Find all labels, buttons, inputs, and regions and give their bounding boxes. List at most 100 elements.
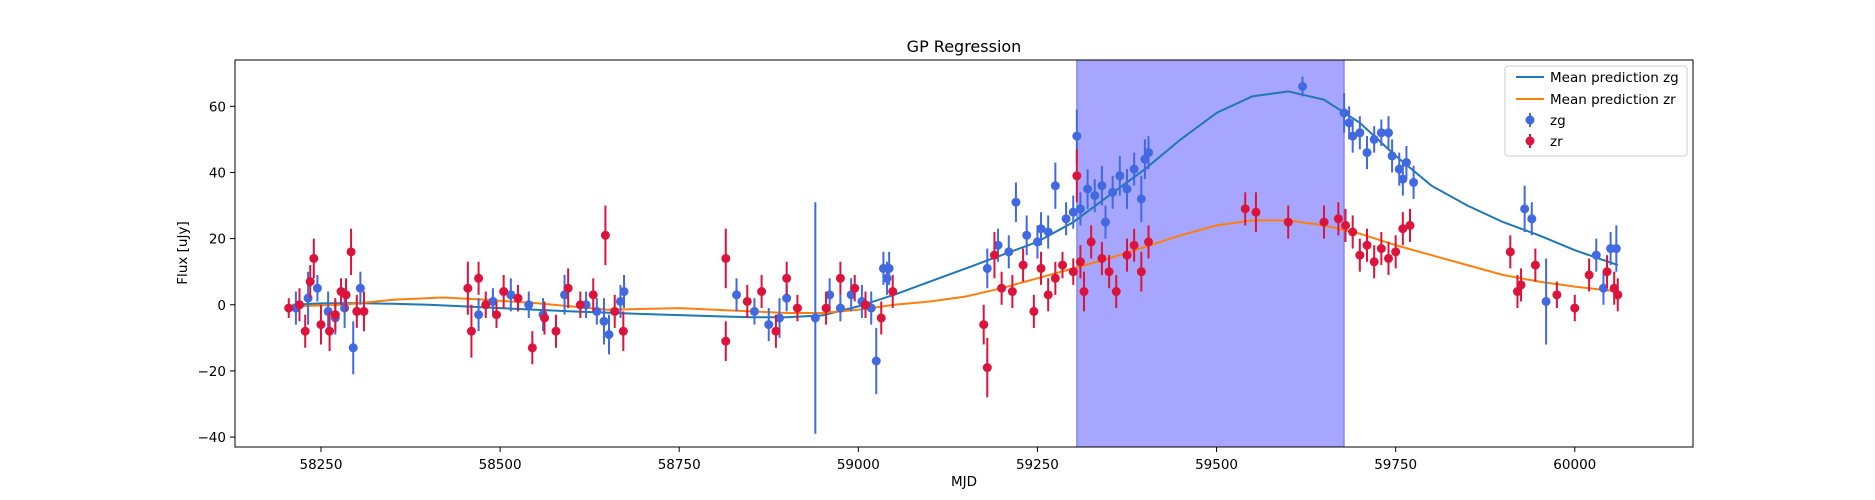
x-tick-label: 59250 (1016, 457, 1059, 473)
data-point-zr (325, 311, 335, 352)
legend-label-zg: zg (1550, 113, 1566, 129)
data-point-zr (757, 275, 767, 309)
marker-zg (1384, 128, 1394, 138)
y-axis-label: Flux [uJy] (175, 221, 191, 284)
marker-zg (506, 290, 516, 300)
data-point-zg (1050, 162, 1060, 209)
marker-zr (540, 313, 550, 323)
marker-zr (1355, 250, 1365, 260)
marker-zg (355, 283, 365, 293)
marker-zg (1409, 177, 1419, 187)
data-point-zr (1079, 271, 1089, 312)
data-point-zr (979, 304, 989, 345)
data-point-zr (1505, 235, 1515, 269)
marker-zr (821, 303, 831, 313)
marker-zr (1333, 214, 1343, 224)
marker-zg (303, 293, 313, 303)
marker-zg (1068, 207, 1078, 217)
marker-zr (1341, 220, 1351, 230)
data-point-zr (513, 284, 523, 312)
marker-zg (340, 303, 350, 313)
data-point-zg (592, 298, 602, 325)
data-point-zr (982, 337, 992, 398)
marker-zr (1240, 204, 1250, 214)
marker-zg (1591, 250, 1601, 260)
data-point-zr (1512, 275, 1522, 309)
marker-zg (1401, 158, 1411, 168)
data-point-zg (764, 308, 774, 342)
data-point-zr (463, 261, 473, 315)
marker-zg (1122, 184, 1132, 194)
marker-zr (982, 363, 992, 373)
marker-zg (1097, 181, 1107, 191)
data-point-zg (488, 288, 498, 315)
marker-zr (618, 326, 628, 336)
marker-zg (810, 313, 820, 323)
data-point-zg (1022, 215, 1032, 256)
marker-zg (1136, 194, 1146, 204)
marker-zr (860, 300, 870, 310)
data-point-zg (810, 202, 820, 434)
data-point-zr (1362, 228, 1372, 262)
data-point-zr (850, 275, 860, 302)
data-point-zr (1111, 275, 1121, 309)
data-point-zr (1602, 255, 1612, 289)
marker-zr (721, 336, 731, 346)
marker-zr (294, 300, 304, 310)
series-zg (291, 76, 1621, 434)
marker-zg (1541, 296, 1551, 306)
marker-zr (284, 303, 294, 313)
marker-zg (1376, 128, 1386, 138)
marker-zg (1140, 154, 1150, 164)
marker-zr (463, 283, 473, 293)
marker-zg (599, 316, 609, 326)
marker-zg (604, 330, 614, 340)
marker-zg (1115, 171, 1125, 181)
marker-zr (1007, 287, 1017, 297)
marker-zg (749, 306, 759, 316)
marker-zr (771, 326, 781, 336)
x-axis-label: MJD (951, 474, 977, 490)
data-point-zr (359, 291, 369, 332)
marker-zr (610, 306, 620, 316)
marker-zr (325, 326, 335, 336)
marker-zr (1584, 270, 1594, 280)
marker-zr (1362, 240, 1372, 250)
marker-zg (825, 290, 835, 300)
data-point-zr (330, 298, 340, 332)
marker-zr (300, 326, 310, 336)
data-point-zr (1584, 258, 1594, 292)
marker-zr (1376, 244, 1386, 254)
data-point-zr (742, 284, 752, 318)
data-point-zr (997, 271, 1007, 305)
marker-zr (1570, 303, 1580, 313)
marker-zg (993, 240, 1003, 250)
data-point-zr (481, 291, 491, 318)
marker-zg (1527, 214, 1537, 224)
marker-zg (1298, 81, 1308, 91)
data-point-zr (792, 294, 802, 322)
marker-zr (1505, 247, 1515, 257)
data-point-zr (466, 304, 476, 358)
marker-zr (757, 287, 767, 297)
data-point-zg (1143, 136, 1153, 170)
marker-zr (359, 306, 369, 316)
x-tick-label: 59750 (1374, 457, 1417, 473)
data-point-zr (575, 291, 585, 318)
marker-zr (1516, 280, 1526, 290)
y-tick-label: 60 (209, 99, 226, 115)
data-point-zr (821, 291, 831, 325)
marker-zg (1339, 108, 1349, 118)
data-point-zg (1097, 165, 1107, 206)
marker-zr (1384, 253, 1394, 263)
data-point-zr (1072, 149, 1082, 203)
data-point-zr (1075, 245, 1085, 279)
data-point-zg (1355, 116, 1365, 150)
data-point-zg (599, 298, 609, 345)
data-point-zg (1591, 238, 1601, 272)
marker-zg (524, 300, 534, 310)
data-point-zr (1007, 275, 1017, 309)
data-point-zg (1339, 93, 1349, 133)
data-point-zg (1101, 205, 1111, 239)
data-point-zr (618, 311, 628, 352)
